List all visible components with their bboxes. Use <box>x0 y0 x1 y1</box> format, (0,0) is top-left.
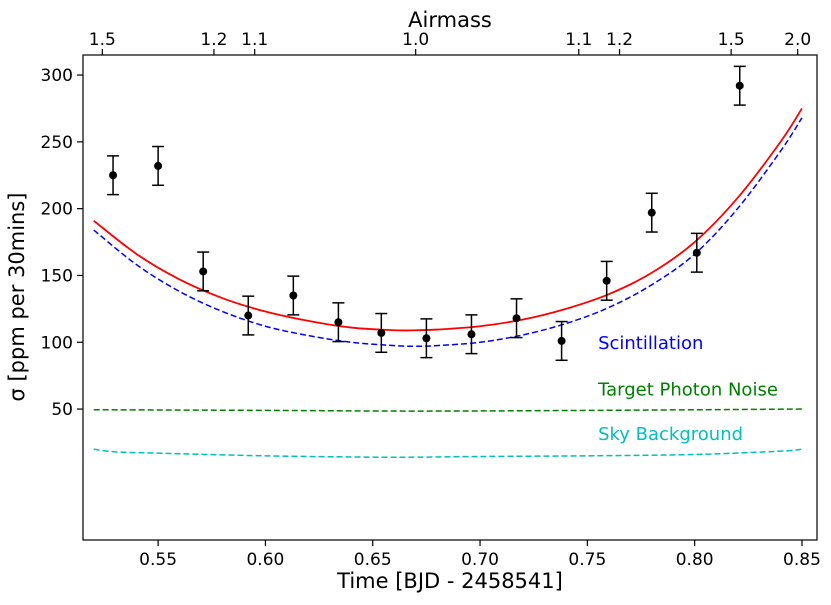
data-point <box>467 330 476 339</box>
top-tick-label: 1.5 <box>718 30 745 50</box>
top-tick-label: 2.0 <box>784 30 811 50</box>
top-tick-label: 1.5 <box>89 30 116 50</box>
y-tick-label: 100 <box>41 333 73 353</box>
data-point <box>109 171 118 180</box>
series-line-total <box>93 107 803 332</box>
data-point <box>557 336 566 345</box>
annotation-scintillation: Scintillation <box>598 333 703 354</box>
data-point <box>647 208 656 217</box>
y-tick-label: 150 <box>41 266 73 286</box>
data-point-group <box>332 302 345 343</box>
data-point <box>422 334 431 343</box>
data-point-group <box>420 318 433 359</box>
data-point-group <box>197 251 210 292</box>
annotation-layer: Scintillation Target Photon Noise Sky Back… <box>597 333 778 445</box>
y-tick-label: 200 <box>41 200 73 220</box>
annotation-target-photon-noise: Target Photon Noise <box>597 380 778 401</box>
top-tick-label: 1.2 <box>606 30 633 50</box>
data-point-group <box>375 312 388 354</box>
data-point <box>244 311 253 320</box>
data-point-group <box>107 155 120 196</box>
data-point-group <box>465 314 478 355</box>
data-point-group <box>510 298 523 339</box>
y-tick-label: 300 <box>41 66 73 86</box>
data-point <box>602 276 611 285</box>
series-line-scintillation <box>93 117 803 348</box>
x-tick-label: 0.75 <box>568 550 606 570</box>
x-axis-title: Time [BJD - 2458541] <box>336 569 563 593</box>
series-line-sky-background <box>93 448 803 459</box>
data-point-group <box>690 232 703 273</box>
series-line-target-photon-noise <box>93 408 802 412</box>
annotation-sky-background: Sky Background <box>598 424 743 445</box>
data-point <box>289 291 298 300</box>
x-tick-label: 0.70 <box>461 550 499 570</box>
data-point-group <box>555 320 568 362</box>
x-tick-label: 0.85 <box>783 550 821 570</box>
data-point-group <box>645 192 658 233</box>
data-point-group <box>733 65 746 106</box>
data-point <box>334 318 343 327</box>
x-tick-label: 0.65 <box>354 550 392 570</box>
data-point <box>692 248 701 257</box>
top-tick-label: 1.0 <box>402 30 429 50</box>
data-point <box>154 161 163 170</box>
plot-frame <box>82 54 818 541</box>
data-point <box>377 328 386 337</box>
series-layer <box>93 65 803 459</box>
x-tick-label: 0.55 <box>139 550 177 570</box>
x-tick-label: 0.60 <box>246 550 284 570</box>
y-tick-label: 250 <box>41 133 73 153</box>
data-point <box>199 267 208 276</box>
data-point-group <box>287 275 300 316</box>
top-axis-title: Airmass <box>408 8 492 32</box>
axis-layer: 0.55 0.60 0.65 0.70 0.75 0.80 0.85 50 100 150 200 2… <box>41 30 821 570</box>
top-tick-label: 1.1 <box>565 30 592 50</box>
data-point-group <box>152 145 165 187</box>
top-tick-label: 1.2 <box>200 30 227 50</box>
top-tick-label: 1.1 <box>241 30 268 50</box>
data-point-group <box>242 295 255 336</box>
x-tick-label: 0.80 <box>676 550 714 570</box>
data-point <box>735 81 744 90</box>
y-tick-label: 50 <box>51 400 73 420</box>
y-axis-title: σ [ppm per 30mins] <box>5 193 29 402</box>
data-point-group <box>600 260 613 301</box>
data-point <box>512 314 521 323</box>
